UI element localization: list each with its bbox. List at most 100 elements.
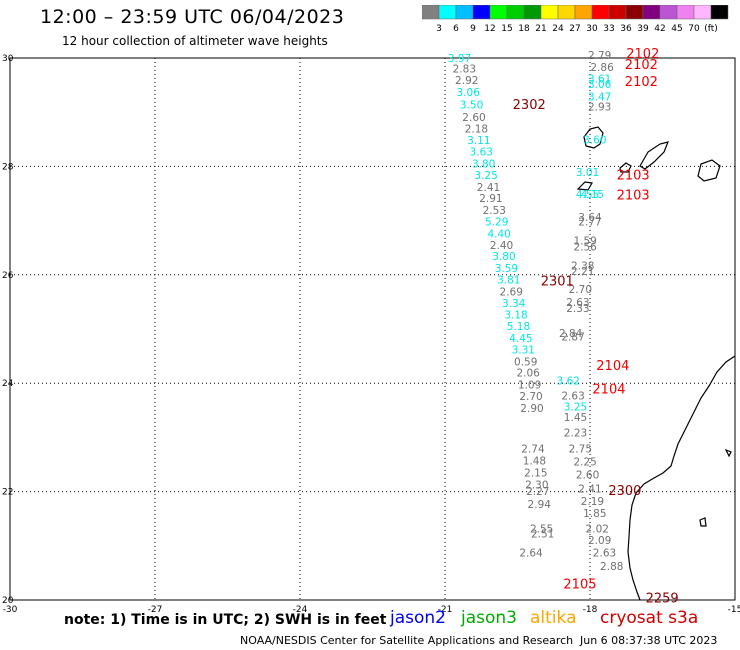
swh-value: 3.61 — [588, 73, 611, 85]
legend-label: 70 — [688, 24, 700, 34]
swh-value: 2.63 — [561, 390, 584, 402]
africa-coast — [627, 355, 736, 601]
axis-tick-labels: -30 -27 -24 -21 -18 -15 30 28 26 24 22 20 — [2, 54, 740, 615]
pass-time: 2302 — [513, 98, 546, 113]
lat-tick-label: 20 — [2, 596, 14, 606]
pass-time: 2102 — [625, 58, 658, 73]
swh-value: 3.34 — [502, 298, 526, 310]
lat-tick-label: 24 — [2, 379, 14, 389]
color-legend-svg: 3 6 9 12 15 18 21 24 27 30 33 36 39 42 45 70 (ft) — [421, 4, 729, 34]
swh-value: 1.59 — [573, 235, 596, 247]
swh-value: 2.74 — [521, 444, 545, 456]
swh-value: 2.55 — [530, 523, 553, 535]
legend-jason2: jason2 — [390, 608, 446, 628]
lon-tick-label: -24 — [293, 605, 308, 615]
swh-value: 2.19 — [581, 496, 604, 508]
swh-value: 2.33 — [566, 303, 589, 315]
swh-value: 2.75 — [569, 444, 592, 456]
pass-time: 2104 — [596, 359, 629, 374]
swh-value: 2.84 — [559, 328, 583, 340]
swh-value: 3.25 — [564, 401, 587, 413]
pass-time-labels: 2102210221022302210321032301210421042300… — [513, 47, 679, 607]
swh-value: 1.45 — [564, 412, 587, 424]
lat-tick-label: 28 — [2, 162, 14, 172]
swh-value: 2.90 — [520, 403, 543, 415]
swh-value: 2.87 — [561, 331, 584, 343]
swh-value: 4.45 — [509, 333, 532, 345]
legend-label: 24 — [552, 24, 564, 34]
swh-value: 0.59 — [514, 356, 537, 368]
legend-label: 42 — [654, 24, 665, 34]
lat-tick-label: 26 — [2, 271, 14, 281]
swh-value: 3.60 — [583, 135, 606, 147]
color-legend: 3 6 9 12 15 18 21 24 27 30 33 36 39 42 45 70 (ft) — [421, 4, 734, 43]
pass-time: 2104 — [592, 382, 625, 397]
swh-value: 1.48 — [523, 456, 546, 468]
island-la-palma — [583, 126, 604, 149]
pass-time: 2103 — [617, 188, 650, 203]
map-title: 12:00 – 23:59 UTC 06/04/2023 — [40, 6, 345, 28]
swh-value: 3.06 — [457, 87, 481, 99]
pass-time: 2301 — [541, 275, 574, 290]
island-tenerife — [639, 141, 669, 170]
swh-value: 2.60 — [576, 470, 599, 482]
legend-label: 36 — [620, 24, 632, 34]
swh-value: 3.81 — [497, 274, 520, 286]
swh-value: 3.11 — [467, 135, 490, 147]
swh-value: 2.41 — [578, 484, 601, 496]
legend-label: 15 — [501, 24, 512, 34]
swh-value: 3.80 — [492, 251, 515, 263]
swh-value: 2.30 — [525, 479, 548, 491]
swh-value: 2.64 — [519, 548, 543, 560]
swh-value: 2.25 — [573, 457, 596, 469]
legend-label: 12 — [484, 24, 495, 34]
generated-timestamp: Jun 6 08:37:38 UTC 2023 — [580, 634, 718, 647]
island-gran-canaria — [697, 159, 721, 182]
small-island-east — [724, 448, 732, 458]
swh-value: 2.70 — [569, 284, 592, 296]
pass-time: 2103 — [617, 168, 650, 183]
swh-value: 2.86 — [590, 62, 614, 74]
legend-label: 21 — [535, 24, 546, 34]
lon-tick-label: -27 — [148, 605, 163, 615]
swh-value: 2.27 — [526, 486, 549, 498]
swh-value: 2.91 — [479, 193, 502, 205]
swh-value: 2.51 — [531, 529, 554, 541]
swh-value: 1.85 — [583, 508, 606, 520]
swh-value: 3.47 — [588, 91, 611, 103]
swh-value: 2.40 — [490, 240, 513, 252]
swh-value: 4.15 — [581, 189, 604, 201]
legend-label: 27 — [569, 24, 580, 34]
swh-value: 2.63 — [593, 548, 616, 560]
legend-label: 6 — [453, 24, 459, 34]
swh-value: 2.02 — [586, 523, 609, 535]
swh-value: 2.41 — [477, 182, 500, 194]
swh-value: 2.63 — [566, 297, 589, 309]
island-el-hierro — [576, 181, 593, 191]
legend-label: 9 — [470, 24, 476, 34]
swh-value: 3.18 — [504, 310, 527, 322]
pass-time: 2102 — [625, 75, 658, 90]
swh-value: 3.50 — [460, 99, 483, 111]
legend-label: 39 — [637, 24, 649, 34]
legend-label: 30 — [586, 24, 598, 34]
legend-label: 18 — [518, 24, 530, 34]
swh-value: 3.62 — [557, 375, 580, 387]
legend-label: (ft) — [704, 24, 718, 34]
swh-value: 3.31 — [512, 344, 535, 356]
swh-value: 2.18 — [465, 123, 488, 135]
grid-lines — [10, 58, 735, 600]
lat-tick-label: 30 — [2, 54, 14, 64]
swh-value: 2.15 — [524, 467, 547, 479]
legend-label: 33 — [603, 24, 614, 34]
swh-value: 2.83 — [453, 64, 476, 76]
swh-value: 5.29 — [485, 216, 508, 228]
swh-value: 3.01 — [576, 167, 599, 179]
coastline — [576, 126, 736, 601]
swh-value: 2.69 — [500, 286, 523, 298]
note-text: note: 1) Time is in UTC; 2) SWH is in fe… — [64, 612, 387, 628]
pass-time: 2259 — [646, 592, 679, 607]
swh-value: 2.09 — [588, 535, 611, 547]
lon-tick-label: -15 — [728, 605, 740, 615]
island-la-gomera — [619, 162, 632, 173]
